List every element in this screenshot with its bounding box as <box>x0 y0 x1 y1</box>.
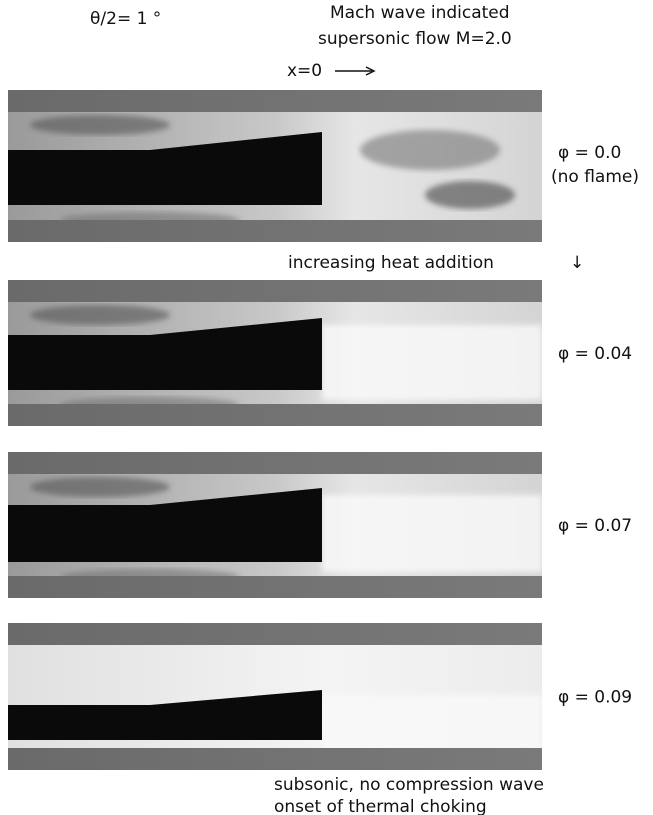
bottom-wall <box>8 404 542 426</box>
schlieren-panel: φ = 0.07 <box>8 452 632 598</box>
schlieren-panel: φ = 0.09 <box>8 623 632 770</box>
top-wall <box>8 280 542 302</box>
shock-structure <box>30 115 170 135</box>
top-wall <box>8 623 542 645</box>
panels: φ = 0.0 (no flame) φ = 0.04 φ = 0.07 φ = 0.0… <box>8 90 639 770</box>
footer-note: onset of thermal choking <box>274 797 487 815</box>
origin-label: x=0 <box>287 61 322 81</box>
angle-label: θ/2= 1 ° <box>90 9 161 29</box>
mach-wave <box>360 130 500 170</box>
combustion-zone <box>322 695 542 750</box>
note: supersonic flow M=2.0 <box>318 29 512 49</box>
shock-structure <box>30 477 170 497</box>
top-wall <box>8 90 542 112</box>
phi-label: φ = 0.04 <box>558 344 632 364</box>
schlieren-panel: φ = 0.0 (no flame) <box>8 90 639 242</box>
arrow: ↓ <box>570 253 584 273</box>
phi-label: φ = 0.0 <box>558 143 621 163</box>
phi-label: φ = 0.09 <box>558 688 632 708</box>
figure: θ/2= 1 ° Mach wave indicated supersonic … <box>0 0 653 815</box>
combustion-zone <box>322 325 542 400</box>
bottom-wall <box>8 220 542 242</box>
schlieren-panel: φ = 0.04 <box>8 280 632 426</box>
shock-structure <box>30 305 170 325</box>
top-wall <box>8 452 542 474</box>
phi-sublabel: (no flame) <box>551 167 639 187</box>
bottom-wall <box>8 748 542 770</box>
footer-note: subsonic, no compression wave <box>274 775 544 795</box>
mach-wave <box>425 181 515 209</box>
bottom-wall <box>8 576 542 598</box>
phi-label: φ = 0.07 <box>558 516 632 536</box>
middle-note: increasing heat addition <box>288 253 494 273</box>
combustion-zone <box>322 495 542 572</box>
note: Mach wave indicated <box>330 3 510 23</box>
